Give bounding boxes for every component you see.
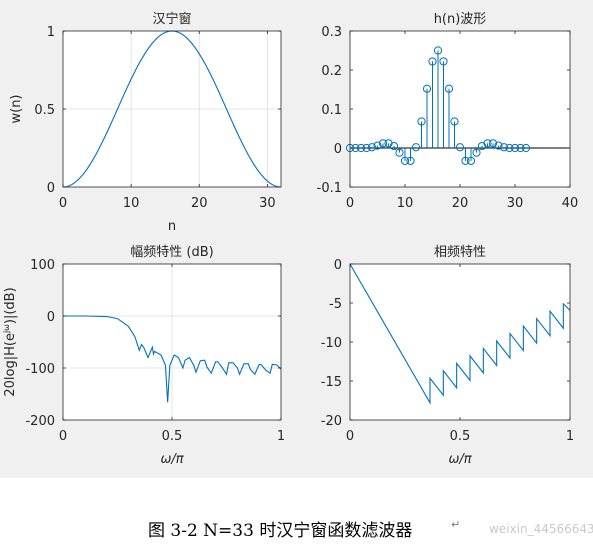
window-ytick-label-1: 0.5 [34, 103, 55, 118]
window-xtick-label-0: 0 [59, 196, 67, 211]
window-xlabel: n [168, 219, 176, 234]
impulse-xtick-label-1: 10 [397, 196, 414, 211]
stem-marker-14 [422, 84, 432, 93]
stem-marker-6 [378, 139, 388, 148]
impulse-ytick-label-2: 0.1 [321, 103, 342, 118]
phase-xtick-label-1: 0.5 [450, 429, 471, 444]
phase-plot-area [350, 264, 570, 420]
stem-marker-16 [433, 46, 443, 55]
magnitude-ytick-label-2: 0 [47, 310, 55, 325]
watermark: weixin_44566643 [489, 522, 593, 536]
stem-marker-15 [428, 57, 437, 66]
stem-marker-30 [510, 143, 520, 153]
magnitude-ytick-label-1: -100 [25, 362, 55, 377]
phase-ytick-label-4: 0 [334, 258, 342, 273]
phase-ytick-label-1: -15 [321, 375, 342, 390]
stem-marker-9 [395, 148, 404, 157]
impulse-ytick-label-1: 0 [334, 142, 342, 157]
stem-marker-29 [505, 143, 514, 153]
stem-marker-4 [367, 143, 377, 152]
stem-marker-25 [483, 139, 492, 148]
impulse-plot-area [350, 31, 570, 187]
stem-marker-22 [466, 156, 476, 165]
magnitude-xtick-label-1: 0.5 [162, 429, 183, 444]
figure-caption: 图 3-2 N=33 时汉宁窗函数滤波器 ↵ weixin_44566643 [0, 512, 593, 542]
impulse-ytick-label-4: 0.3 [321, 25, 342, 40]
stem-marker-23 [472, 148, 481, 157]
stem-marker-13 [417, 117, 426, 126]
phase-series-line [349, 263, 571, 405]
stem-marker-26 [488, 139, 498, 148]
stem-marker-31 [516, 143, 525, 153]
magnitude-xlabel: ω/π [160, 452, 183, 467]
window-xtick-label-3: 30 [259, 196, 276, 211]
stem-marker-32 [521, 143, 531, 153]
phase-xtick-label-2: 1 [566, 429, 574, 444]
stem-marker-3 [362, 143, 371, 153]
caption-text: 图 3-2 N=33 时汉宁窗函数滤波器 [148, 521, 413, 541]
phase-ytick-label-3: -5 [329, 297, 342, 312]
phase-xtick-label-0: 0 [346, 429, 354, 444]
impulse-xtick-label-0: 0 [346, 196, 354, 211]
phase-ytick-label-0: -20 [321, 414, 342, 429]
phase-xlabel: ω/π [448, 452, 471, 467]
stem-marker-5 [373, 141, 382, 150]
impulse-xtick-label-3: 30 [507, 196, 524, 211]
stem-marker-18 [444, 84, 454, 93]
magnitude-xtick-label-2: 1 [277, 429, 285, 444]
window-ytick-label-0: 0 [47, 181, 55, 196]
stem-marker-17 [439, 57, 448, 66]
stem-marker-20 [455, 143, 465, 152]
magnitude-xtick-label-0: 0 [59, 429, 67, 444]
window-title: 汉宁窗 [152, 11, 191, 27]
magnitude-ytick-label-3: 100 [30, 258, 55, 273]
stem-marker-12 [411, 143, 421, 152]
figure-canvas: 0 10 20 30 0 0.5 1 汉宁窗 n w(n) 0 10 20 30 40 -0.1 0 0.1 0.2… [0, 0, 593, 478]
stem-marker-10 [400, 156, 410, 165]
stem-marker-19 [450, 117, 459, 126]
window-ytick-label-2: 1 [47, 25, 55, 40]
impulse-ytick-label-3: 0.2 [321, 64, 342, 79]
stem-marker-8 [389, 141, 399, 151]
phase-title: 相频特性 [434, 245, 486, 260]
paragraph-mark-icon: ↵ [451, 518, 461, 531]
window-xtick-label-2: 20 [191, 196, 208, 211]
window-ylabel: w(n) [9, 94, 24, 123]
stem-marker-11 [406, 156, 415, 165]
stem-marker-21 [461, 156, 470, 165]
window-xtick-label-1: 10 [123, 196, 140, 211]
impulse-ytick-label-0: -0.1 [317, 181, 342, 196]
magnitude-series-line [63, 315, 282, 403]
magnitude-ylabel: 20log|H(ejω)|(dB) [2, 287, 18, 396]
impulse-xtick-label-2: 20 [452, 196, 469, 211]
magnitude-ytick-label-0: -200 [25, 414, 55, 429]
phase-ytick-label-2: -10 [321, 336, 342, 351]
stem-marker-28 [499, 143, 509, 152]
impulse-xtick-label-4: 40 [562, 196, 579, 211]
magnitude-title: 幅频特性 (dB) [130, 245, 213, 260]
stem-marker-2 [356, 143, 366, 153]
stem-marker-27 [494, 141, 503, 150]
impulse-title: h(n)波形 [434, 12, 487, 27]
